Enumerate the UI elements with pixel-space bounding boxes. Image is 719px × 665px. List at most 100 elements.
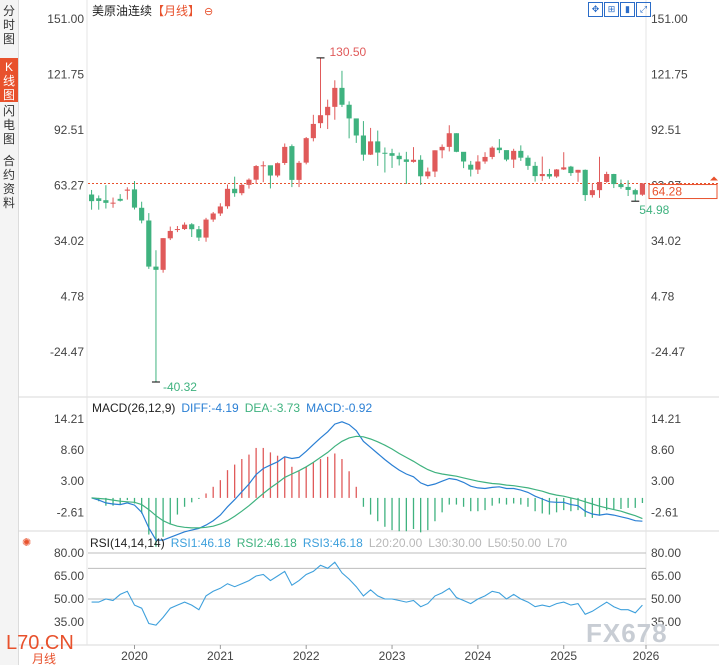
- candle-body: [174, 229, 180, 231]
- price-tick-label: 151.00: [47, 12, 84, 26]
- macd-tick-label: -2.61: [57, 505, 85, 519]
- tab-tick[interactable]: 闪电图: [2, 104, 15, 146]
- l20-label: L20:20.00: [368, 536, 423, 550]
- candle-body: [432, 150, 438, 172]
- candle-body: [260, 165, 266, 167]
- candle-body: [575, 169, 581, 173]
- chart-title: 美原油连续【月线】 ⊖: [92, 2, 213, 19]
- candle-body: [382, 152, 388, 154]
- candle-body: [632, 190, 638, 195]
- candle-body: [582, 169, 588, 196]
- watermark-l70: L70.CN: [6, 632, 74, 654]
- circle-minus-icon[interactable]: ⊖: [204, 6, 214, 18]
- candle-body: [475, 161, 481, 170]
- macd-tick-label: 14.21: [54, 412, 84, 426]
- candle-body: [425, 171, 431, 177]
- candle-body: [618, 184, 624, 188]
- price-tick-label: 4.78: [651, 289, 675, 303]
- candle-body: [518, 150, 524, 158]
- macd-legend: MACD(26,12,9) DIFF:-4.19 DEA:-3.73 MACD:-0.…: [92, 401, 378, 415]
- macd-diff-label: DIFF:-4.19: [181, 401, 239, 415]
- rsi-tick-label: 50.00: [651, 592, 681, 606]
- candle-body: [182, 224, 188, 230]
- candle-body: [561, 167, 567, 170]
- price-tick-label: 34.02: [651, 234, 681, 248]
- x-tick-label: 2025: [550, 649, 577, 663]
- indicator-icon[interactable]: ▮: [620, 2, 635, 17]
- candle-body: [110, 202, 116, 204]
- low-mark-label: -40.32: [163, 380, 197, 394]
- candle-body: [332, 87, 338, 107]
- l50-label: L50:50.00: [487, 536, 542, 550]
- candle-body: [360, 135, 366, 155]
- rsi2-label: RSI2:46.18: [236, 536, 297, 550]
- candle-body: [375, 141, 381, 153]
- macd-tick-label: 3.00: [61, 474, 85, 488]
- rsi-tick-label: 65.00: [651, 569, 681, 583]
- watermark-fx678: FX678: [586, 618, 668, 648]
- macd-value-label: MACD:-0.92: [306, 401, 373, 415]
- candle-body: [303, 138, 309, 163]
- candle-body: [167, 230, 173, 239]
- x-tick-label: 2024: [465, 649, 492, 663]
- candle-body: [611, 174, 617, 185]
- tab-timeshare[interactable]: 分时图: [2, 4, 15, 46]
- candle-body: [253, 166, 259, 180]
- instrument-name: 美原油连续: [92, 4, 153, 18]
- candle-body: [217, 206, 223, 214]
- candle-body: [353, 118, 359, 136]
- candle-body: [589, 190, 595, 196]
- expand-icon[interactable]: ✥: [588, 2, 603, 17]
- rsi-legend: RSI(14,14,14) RSI1:46.18 RSI2:46.18 RSI3:46…: [90, 536, 573, 550]
- settings-icon[interactable]: ✺: [22, 537, 32, 549]
- macd-title: MACD(26,12,9): [92, 401, 176, 415]
- price-tick-label: 4.78: [61, 289, 85, 303]
- candle-body: [346, 104, 352, 119]
- candle-body: [232, 188, 238, 194]
- macd-tick-label: 3.00: [651, 474, 675, 488]
- candle-body: [275, 163, 281, 176]
- price-tick-label: 121.75: [47, 67, 84, 81]
- candle-body: [203, 219, 209, 238]
- candle-body: [396, 155, 402, 160]
- candle-body: [596, 181, 603, 191]
- x-tick-label: 2020: [121, 649, 148, 663]
- candle-body: [496, 147, 502, 151]
- macd-tick-label: -2.61: [651, 505, 679, 519]
- candle-body: [568, 166, 574, 174]
- tab-kline[interactable]: K线图: [0, 58, 18, 102]
- candle-body: [625, 186, 631, 190]
- current-price-tag: [648, 184, 718, 200]
- candle-body: [296, 162, 302, 180]
- rsi1-label: RSI1:46.18: [170, 536, 231, 550]
- candle-body: [468, 164, 474, 170]
- rsi3-label: RSI3:46.18: [302, 536, 363, 550]
- candle-body: [503, 150, 510, 160]
- rsi-tick-label: 80.00: [651, 546, 681, 560]
- period-footer[interactable]: 月线: [30, 650, 59, 665]
- candle-body: [604, 174, 610, 182]
- price-tick-label: 34.02: [54, 234, 84, 248]
- candle-body: [511, 150, 517, 160]
- candle-body: [532, 165, 538, 177]
- fullscreen-icon[interactable]: ⤢: [636, 2, 651, 17]
- candle-body: [124, 189, 130, 191]
- candle-body: [103, 200, 109, 203]
- candle-body: [446, 133, 452, 147]
- macd-tick-label: 8.60: [61, 443, 85, 457]
- tab-contract-info[interactable]: 合约资料: [2, 154, 15, 210]
- candle-body: [325, 106, 331, 116]
- candle-body: [339, 87, 345, 105]
- l30-label: L30:30.00: [428, 536, 482, 550]
- candle-body: [210, 213, 216, 220]
- price-tick-label: -24.47: [50, 345, 84, 359]
- price-tick-label: 63.27: [54, 178, 84, 192]
- recent-low-label: 54.98: [639, 203, 669, 217]
- candle-body: [489, 147, 495, 157]
- rsi-tick-label: 65.00: [54, 569, 84, 583]
- candle-body: [539, 174, 545, 177]
- candle-body: [160, 238, 166, 270]
- candle-body: [267, 165, 273, 176]
- macd-diff-line: [91, 421, 643, 541]
- crosshair-icon[interactable]: ⊞: [604, 2, 619, 17]
